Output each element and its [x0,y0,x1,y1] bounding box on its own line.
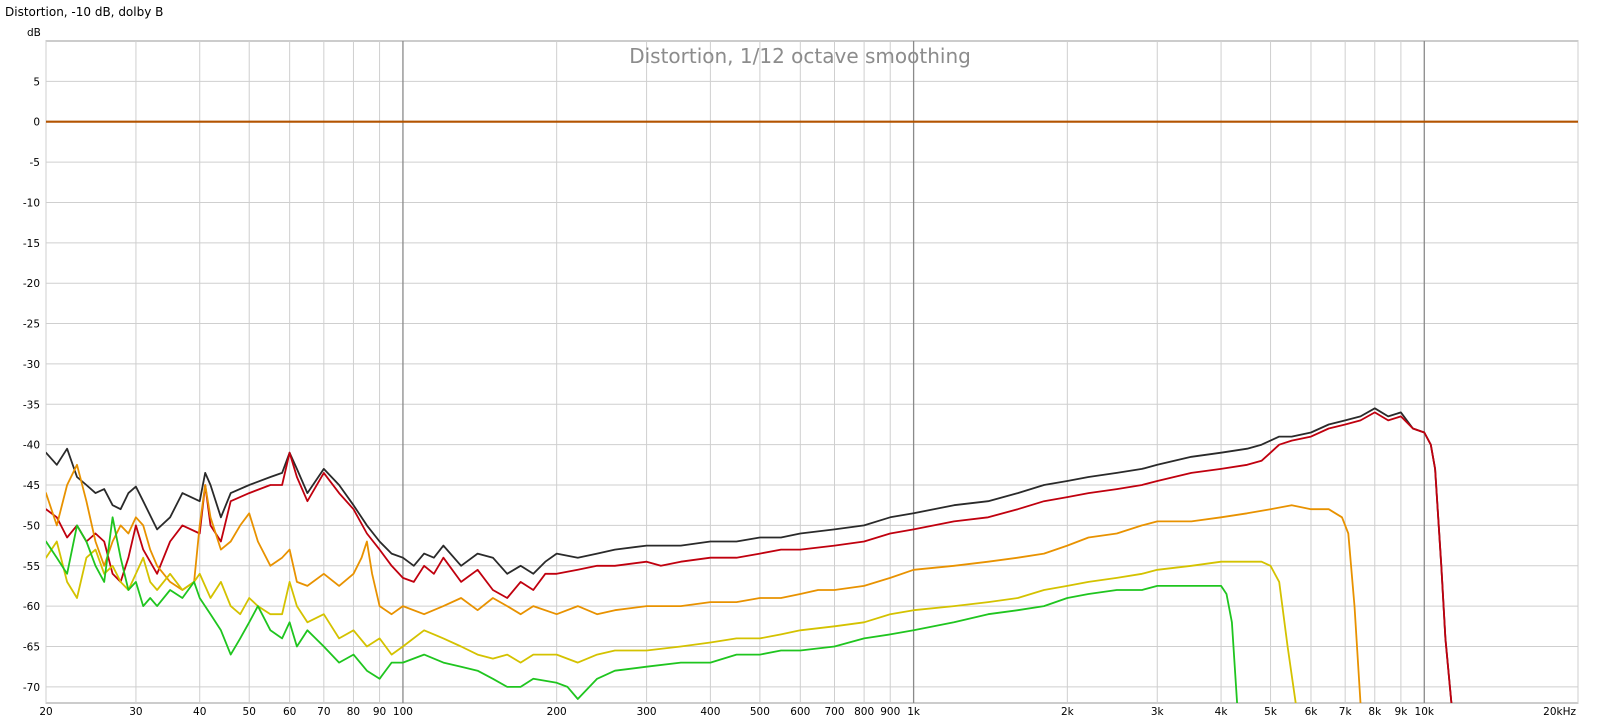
x-tick-label: 50 [243,706,256,718]
x-tick-label: 40 [193,706,206,718]
y-tick-label: -65 [23,641,40,653]
series-line-5 [46,516,1238,703]
series-line-3 [46,463,1362,703]
y-tick-label: -30 [23,359,40,371]
window-title: Distortion, -10 dB, dolby B [5,5,164,19]
y-tick-label: -10 [23,197,40,209]
x-tick-label: 400 [700,706,720,718]
y-tick-label: 0 [33,117,40,129]
x-tick-label: 4k [1215,706,1229,718]
x-tick-label: 600 [790,706,810,718]
x-tick-label: 6k [1305,706,1319,718]
y-tick-label: -25 [23,319,40,331]
x-tick-label: 200 [547,706,567,718]
x-tick-label: 70 [317,706,330,718]
x-tick-label: 30 [129,706,142,718]
y-tick-label: -40 [23,440,40,452]
y-tick-label: -45 [23,480,40,492]
y-tick-labels: 5 0 -5 -10 -15 -20 -25 -30 -35 -40 -45 -50 -55 -60 -65… [23,76,40,693]
y-tick-label: -60 [23,601,40,613]
plot-frame [45,40,1579,704]
x-tick-label: 60 [283,706,296,718]
series-line-2 [46,411,1453,703]
grid [45,41,1579,703]
x-tick-label: 8k [1368,706,1382,718]
x-tick-label: 20kHz [1543,706,1576,718]
x-tick-label: 700 [824,706,844,718]
chart-title: Distortion, 1/12 octave smoothing [629,44,971,68]
y-tick-label: -5 [30,157,40,169]
x-tick-label: 7k [1339,706,1353,718]
x-tick-label: 2k [1061,706,1075,718]
x-tick-label: 9k [1395,706,1409,718]
y-tick-label: -35 [23,399,40,411]
series-line-1 [46,407,1453,703]
y-tick-label: -70 [23,682,40,694]
data-series [46,120,1578,703]
x-tick-label: 3k [1151,706,1165,718]
x-tick-label: 300 [637,706,657,718]
x-tick-label: 100 [393,706,413,718]
x-tick-label: 1k [907,706,921,718]
x-tick-label: 900 [880,706,900,718]
x-tick-label: 800 [854,706,874,718]
y-tick-label: -15 [23,238,40,250]
y-axis-unit-label: dB [27,27,41,39]
x-tick-label: 20 [39,706,52,718]
x-tick-label: 500 [750,706,770,718]
y-tick-label: -55 [23,561,40,573]
series-line-4 [46,540,1297,703]
x-tick-label: 10k [1415,706,1435,718]
x-tick-label: 90 [373,706,386,718]
y-tick-label: -50 [23,520,40,532]
y-tick-label: -20 [23,278,40,290]
x-tick-labels: 20 30 40 50 60 70 80 90 100 200 300 400 500 600 700 800… [39,706,1576,718]
x-tick-label: 80 [347,706,360,718]
x-tick-label: 5k [1264,706,1278,718]
y-tick-label: 5 [33,76,40,88]
